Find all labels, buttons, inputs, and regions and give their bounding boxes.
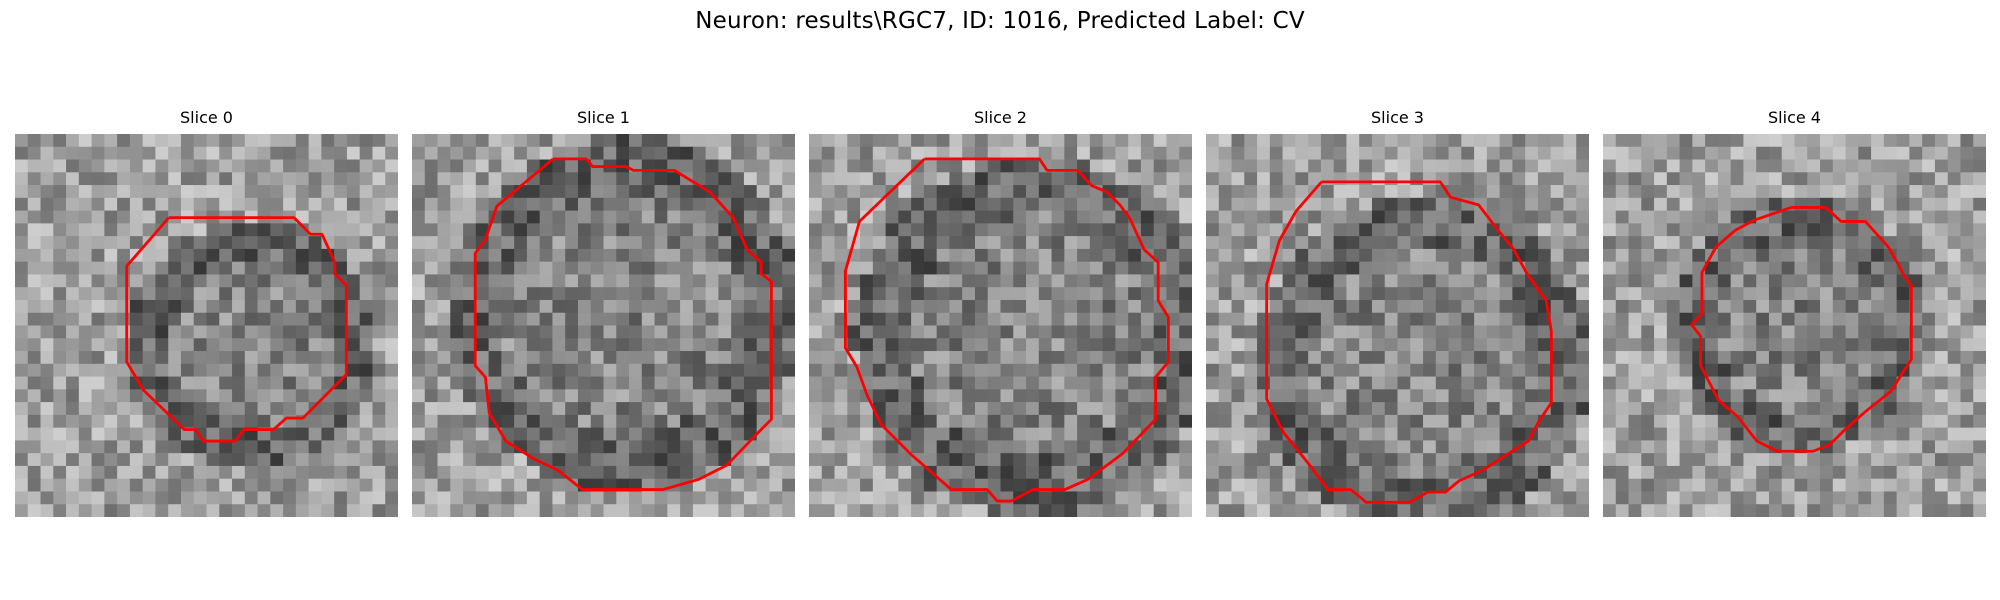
cell-contour xyxy=(473,157,773,491)
grayscale-pixel-grid xyxy=(1603,134,1986,517)
slice-panel-2: Slice 2 xyxy=(809,108,1192,517)
slice-image xyxy=(1206,134,1589,517)
cell-contour xyxy=(125,216,348,443)
slice-title: Slice 1 xyxy=(577,108,630,127)
cell-contour xyxy=(843,157,1170,503)
grayscale-pixel-grid xyxy=(1206,134,1589,517)
slice-image xyxy=(809,134,1192,517)
slice-title: Slice 3 xyxy=(1371,108,1424,127)
slice-image xyxy=(412,134,795,517)
grayscale-pixel-grid xyxy=(15,134,398,517)
grayscale-pixel-grid xyxy=(412,134,795,517)
slice-panel-3: Slice 3 xyxy=(1206,108,1589,517)
grayscale-pixel-grid xyxy=(809,134,1192,517)
slice-panel-1: Slice 1 xyxy=(412,108,795,517)
cell-contour xyxy=(1690,206,1913,453)
slice-panel-0: Slice 0 xyxy=(15,108,398,517)
slice-panel-4: Slice 4 xyxy=(1603,108,1986,517)
cell-contour xyxy=(1265,180,1553,504)
slice-title: Slice 4 xyxy=(1768,108,1821,127)
figure-title: Neuron: results\RGC7, ID: 1016, Predicte… xyxy=(695,8,1305,34)
slice-image xyxy=(1603,134,1986,517)
slice-image xyxy=(15,134,398,517)
slice-title: Slice 0 xyxy=(180,108,233,127)
slice-title: Slice 2 xyxy=(974,108,1027,127)
